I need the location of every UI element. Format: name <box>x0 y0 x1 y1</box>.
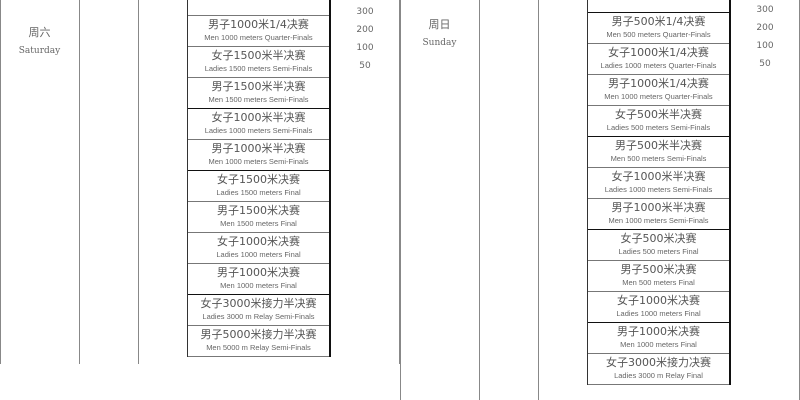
event-row: 女子1000米决赛 Ladies 1000 meters Final <box>588 292 729 323</box>
event-name-en: Men 1500 meters Final <box>220 219 297 228</box>
event-name-cn: 女子1000米1/4决赛 <box>608 46 709 59</box>
event-row: 男子1000米半决赛 Men 1000 meters Semi-Finals <box>588 199 729 230</box>
event-name-en: Men 1000 meters Final <box>620 340 697 349</box>
event-name-en: Men 1500 meters Semi-Finals <box>208 95 309 104</box>
event-name-en: Men 500 meters Quarter-Finals <box>606 30 711 39</box>
event-name-cn: 女子1500米半决赛 <box>211 49 306 62</box>
event-name-cn: 男子500米半决赛 <box>615 139 702 152</box>
event-name-cn: 男子1000米决赛 <box>617 325 700 338</box>
event-name-en: Ladies 1000 meters Final <box>216 250 301 259</box>
points-value: 300 <box>756 5 774 15</box>
points-value: 200 <box>356 25 374 35</box>
event-row: 男子1000米半决赛 Men 1000 meters Semi-Finals <box>188 140 329 171</box>
event-name-en: Ladies 500 meters Final <box>618 247 699 256</box>
event-row: 男子1000米决赛 Men 1000 meters Final <box>588 323 729 354</box>
day-label: 周六 Saturday <box>0 24 79 56</box>
event-row: Ladies 1000 meters Quarter-Finals <box>188 0 329 16</box>
saturday-panel: 周六 Saturday Ladies 1000 meters Quarter-F… <box>0 0 400 364</box>
event-row: 女子1000米半决赛 Ladies 1000 meters Semi-Finals <box>588 168 729 199</box>
day-en: Sunday <box>422 38 457 48</box>
event-name-en: Ladies 1500 meters Semi-Finals <box>204 64 313 73</box>
event-row: 男子500米1/4决赛 Men 500 meters Quarter-Finals <box>588 13 729 44</box>
event-row: 女子1500米半决赛 Ladies 1500 meters Semi-Finals <box>188 47 329 78</box>
event-row: 女子1000米决赛 Ladies 1000 meters Final <box>188 233 329 264</box>
event-name-en: Ladies 1000 meters Semi-Finals <box>204 126 313 135</box>
points-value: 50 <box>359 61 371 71</box>
event-name-cn: 男子1000米半决赛 <box>211 142 306 155</box>
event-name-cn: 男子1000米1/4决赛 <box>608 77 709 90</box>
event-name-cn: 女子1000米决赛 <box>617 294 700 307</box>
event-name-en: Men 1000 meters Final <box>220 281 297 290</box>
event-row: 女子1000米1/4决赛 Ladies 1000 meters Quarter-F… <box>588 44 729 75</box>
sunday-panel: 周日 Sunday Ladies 500 meters Quarter-Fina… <box>400 0 800 400</box>
event-name-en: Ladies 1000 meters Final <box>616 309 701 318</box>
event-name-cn: 男子1000米1/4决赛 <box>208 18 309 31</box>
event-name-en: Men 1000 meters Quarter-Finals <box>204 33 313 42</box>
event-row: 男子1000米1/4决赛 Men 1000 meters Quarter-Fina… <box>588 75 729 106</box>
event-name-cn: 男子1000米半决赛 <box>611 201 706 214</box>
event-row: 女子1500米决赛 Ladies 1500 meters Final <box>188 171 329 202</box>
event-name-en: Ladies 500 meters Semi-Finals <box>606 123 711 132</box>
event-row: 女子3000米接力半决赛 Ladies 3000 m Relay Semi-Fin… <box>188 295 329 326</box>
day-en: Saturday <box>18 46 61 56</box>
points-list: 300 200 100 50 <box>745 1 785 73</box>
divider <box>479 0 480 400</box>
event-name-cn: 女子3000米接力决赛 <box>606 356 711 369</box>
day-label: 周日 Sunday <box>400 16 479 48</box>
points-value: 300 <box>356 7 374 17</box>
points-list: 300 200 100 50 <box>345 3 385 75</box>
event-row: 女子1000米半决赛 Ladies 1000 meters Semi-Finals <box>188 109 329 140</box>
event-name-cn: 女子500米决赛 <box>620 232 697 245</box>
points-value: 50 <box>759 59 771 69</box>
event-list: Ladies 1000 meters Quarter-Finals男子1000米… <box>187 0 331 357</box>
event-row: 男子1500米决赛 Men 1500 meters Final <box>188 202 329 233</box>
event-row: 男子500米决赛 Men 500 meters Final <box>588 261 729 292</box>
event-row: 女子500米半决赛 Ladies 500 meters Semi-Finals <box>588 106 729 137</box>
event-name-cn: 男子1500米半决赛 <box>211 80 306 93</box>
divider <box>538 0 539 400</box>
event-list: Ladies 500 meters Quarter-Finals男子500米1/… <box>587 0 731 385</box>
points-value: 100 <box>356 43 374 53</box>
divider <box>138 0 139 364</box>
event-name-en: Men 500 meters Semi-Finals <box>610 154 707 163</box>
event-name-cn: 女子1000米半决赛 <box>611 170 706 183</box>
points-value: 100 <box>756 41 774 51</box>
event-name-en: Men 1000 meters Quarter-Finals <box>604 92 713 101</box>
divider <box>400 0 401 400</box>
event-name-cn: 男子1000米决赛 <box>217 266 300 279</box>
event-name-cn: 女子1500米决赛 <box>217 173 300 186</box>
event-name-cn: 女子3000米接力半决赛 <box>200 297 317 310</box>
event-name-en: Ladies 3000 m Relay Semi-Finals <box>202 312 315 321</box>
points-value: 200 <box>756 23 774 33</box>
event-name-en: Ladies 1500 meters Final <box>216 188 301 197</box>
divider <box>79 0 80 364</box>
event-name-en: Men 5000 m Relay Semi-Finals <box>206 343 311 352</box>
day-cn: 周日 <box>428 18 451 31</box>
event-name-cn: 男子5000米接力半决赛 <box>200 328 317 341</box>
event-name-cn: 女子500米半决赛 <box>615 108 702 121</box>
event-name-en: Ladies 1000 meters Semi-Finals <box>604 185 713 194</box>
divider <box>0 0 1 364</box>
event-row: 男子1500米半决赛 Men 1500 meters Semi-Finals <box>188 78 329 109</box>
event-row: 女子3000米接力决赛 Ladies 3000 m Relay Final <box>588 354 729 385</box>
event-row: 男子5000米接力半决赛 Men 5000 m Relay Semi-Finals <box>188 326 329 357</box>
event-row: 男子1000米1/4决赛 Men 1000 meters Quarter-Fina… <box>188 16 329 47</box>
event-name-cn: 女子1000米决赛 <box>217 235 300 248</box>
event-name-cn: 男子500米决赛 <box>620 263 697 276</box>
event-name-cn: 男子1500米决赛 <box>217 204 300 217</box>
event-name-en: Ladies 1000 meters Quarter-Finals <box>600 61 717 70</box>
event-row: 男子1000米决赛 Men 1000 meters Final <box>188 264 329 295</box>
divider <box>399 0 400 364</box>
event-row: Ladies 500 meters Quarter-Finals <box>588 0 729 13</box>
event-name-en: Men 500 meters Final <box>622 278 695 287</box>
event-name-cn: 男子500米1/4决赛 <box>611 15 706 28</box>
event-row: 女子500米决赛 Ladies 500 meters Final <box>588 230 729 261</box>
event-name-en: Men 1000 meters Semi-Finals <box>608 216 709 225</box>
day-cn: 周六 <box>28 26 51 39</box>
event-name-en: Ladies 3000 m Relay Final <box>614 371 703 380</box>
event-row: 男子500米半决赛 Men 500 meters Semi-Finals <box>588 137 729 168</box>
event-name-cn: 女子1000米半决赛 <box>211 111 306 124</box>
event-name-en: Men 1000 meters Semi-Finals <box>208 157 309 166</box>
